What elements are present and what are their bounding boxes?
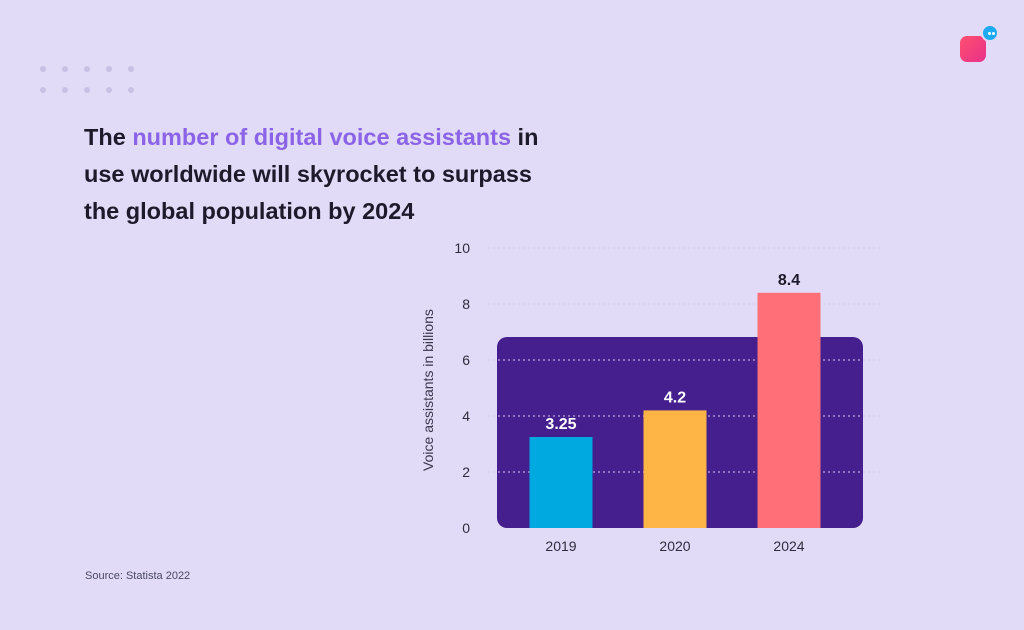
y-tick-label: 8 — [462, 296, 470, 312]
headline-part1: The — [84, 124, 133, 150]
headline-highlight: number of digital voice assistants — [132, 124, 512, 150]
brand-logo-icon — [960, 24, 1000, 64]
bar-2020 — [643, 410, 707, 528]
source-note: Source: Statista 2022 — [85, 570, 191, 582]
bar-2019 — [529, 437, 593, 528]
data-label-2019: 3.25 — [545, 416, 576, 433]
x-tick-label: 2024 — [773, 538, 804, 554]
x-tick-label: 2019 — [545, 538, 576, 554]
x-tick-label: 2020 — [659, 538, 690, 554]
y-tick-label: 6 — [462, 352, 470, 368]
data-label-2024: 8.4 — [778, 272, 800, 289]
bar-2024 — [757, 292, 821, 528]
y-tick-label: 2 — [462, 464, 470, 480]
headline-part2: in use worldwide will skyrocket to surpa… — [84, 124, 539, 224]
headline: The number of digital voice assistants i… — [84, 119, 564, 230]
y-tick-label: 4 — [462, 408, 470, 424]
y-tick-label: 0 — [462, 520, 470, 536]
y-axis-label: Voice assistants in billions — [420, 309, 436, 471]
y-tick-label: 10 — [454, 240, 470, 256]
data-label-2020: 4.2 — [664, 389, 686, 406]
